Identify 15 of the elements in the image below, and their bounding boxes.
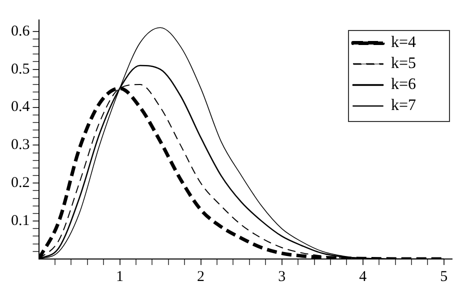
legend-label: k=5: [391, 55, 416, 72]
legend-label: k=4: [391, 34, 416, 52]
x-tick-label: 1: [116, 268, 124, 285]
y-tick-label: 0.2: [11, 175, 30, 192]
y-tick-label: 0.4: [11, 99, 30, 116]
y-tick-label: 0.1: [11, 213, 30, 229]
x-tick-label: 2: [197, 268, 205, 285]
y-tick-label: 0.6: [11, 23, 30, 40]
y-tick-label: 0.3: [11, 137, 30, 154]
x-tick-label: 4: [359, 268, 368, 285]
x-tick-label: 3: [278, 268, 286, 285]
legend-label: k=6: [391, 76, 416, 94]
legend-label: k=7: [391, 97, 416, 114]
y-tick-label: 0.5: [11, 61, 30, 78]
x-tick-label: 5: [440, 268, 448, 285]
